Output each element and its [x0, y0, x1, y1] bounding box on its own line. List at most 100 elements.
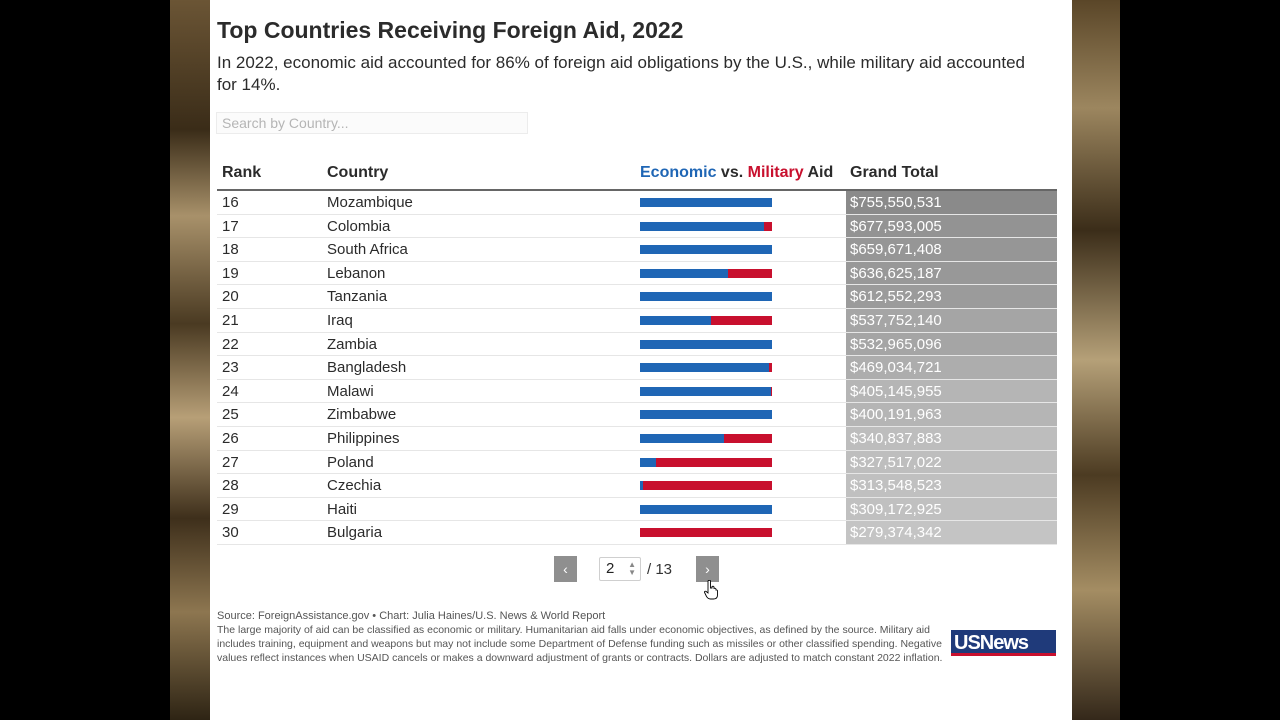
chevron-left-icon: ‹ — [563, 561, 568, 577]
row-grand-total: $469,034,721 — [846, 356, 1057, 379]
next-page-button[interactable]: › — [696, 556, 719, 582]
row-grand-total: $532,965,096 — [846, 332, 1057, 356]
row-grand-total: $755,550,531 — [846, 191, 1057, 214]
row-country: Bangladesh — [327, 359, 407, 377]
row-country: Colombia — [327, 217, 391, 235]
row-grand-total: $313,548,523 — [846, 474, 1057, 497]
economic-aid-fill — [640, 363, 770, 373]
row-rank: 20 — [222, 288, 239, 306]
economic-aid-fill — [640, 198, 772, 207]
aid-split-bar — [640, 315, 772, 325]
row-country: Haiti — [327, 500, 358, 518]
header-aid-label: Aid — [803, 164, 834, 181]
economic-aid-fill — [640, 268, 729, 278]
row-grand-total: $340,837,883 — [846, 426, 1057, 450]
row-country: Bulgaria — [327, 524, 383, 542]
row-rank: 29 — [222, 500, 239, 518]
row-rank: 18 — [222, 241, 239, 259]
chart-panel: Top Countries Receiving Foreign Aid, 202… — [210, 0, 1072, 720]
row-grand-total: $309,172,925 — [846, 497, 1057, 521]
economic-aid-fill — [640, 292, 772, 302]
chevron-right-icon: › — [705, 561, 710, 577]
methodology-note: The large majority of aid can be classif… — [217, 624, 943, 664]
aid-split-bar — [640, 221, 772, 231]
economic-aid-fill — [640, 339, 772, 349]
background-money-left — [170, 0, 210, 720]
row-rank: 26 — [222, 429, 239, 447]
source-line: Source: ForeignAssistance.gov • Chart: J… — [217, 610, 606, 622]
row-rank: 25 — [222, 406, 239, 424]
economic-aid-fill — [640, 410, 772, 420]
row-rank: 27 — [222, 453, 239, 471]
row-rank: 24 — [222, 382, 239, 400]
table-row: 17 Colombia $677,593,005 — [217, 214, 1057, 239]
header-military-label: Military — [747, 164, 804, 181]
aid-split-bar — [640, 268, 772, 278]
table-row: 27 Poland $327,517,022 — [217, 450, 1057, 475]
row-country: South Africa — [327, 241, 408, 259]
table-row: 18 South Africa $659,671,408 — [217, 238, 1057, 262]
aid-split-bar — [640, 457, 772, 467]
footnote: Source: ForeignAssistance.gov • Chart: J… — [217, 609, 947, 665]
row-country: Philippines — [327, 429, 400, 447]
row-rank: 30 — [222, 524, 239, 542]
row-country: Lebanon — [327, 264, 386, 282]
row-grand-total: $405,145,955 — [846, 379, 1057, 403]
page-title: Top Countries Receiving Foreign Aid, 202… — [217, 17, 684, 43]
subtitle: In 2022, economic aid accounted for 86% … — [217, 53, 1025, 94]
row-grand-total: $279,374,342 — [846, 521, 1057, 544]
row-country: Mozambique — [327, 194, 413, 211]
row-grand-total: $659,671,408 — [846, 238, 1057, 261]
economic-aid-fill — [640, 386, 771, 396]
row-grand-total: $400,191,963 — [846, 403, 1057, 426]
table-row: 20 Tanzania $612,552,293 — [217, 285, 1057, 309]
row-country: Czechia — [327, 477, 382, 495]
page-number-input[interactable]: 2 ▲ ▼ — [599, 557, 641, 581]
economic-aid-fill — [640, 315, 712, 325]
column-header-rank[interactable]: Rank — [222, 164, 262, 181]
header-divider — [217, 189, 1057, 191]
page-number-value: 2 — [606, 560, 615, 577]
aid-split-bar — [640, 339, 772, 349]
row-grand-total: $677,593,005 — [846, 214, 1057, 238]
background-money-right — [1072, 0, 1120, 720]
economic-aid-fill — [640, 481, 643, 491]
row-rank: 23 — [222, 359, 239, 377]
aid-split-bar — [640, 433, 772, 443]
economic-aid-fill — [640, 433, 725, 443]
table-row: 21 Iraq $537,752,140 — [217, 308, 1057, 333]
table-row: 29 Haiti $309,172,925 — [217, 497, 1057, 522]
aid-split-bar — [640, 292, 772, 302]
table-row: 23 Bangladesh $469,034,721 — [217, 356, 1057, 380]
table-row: 25 Zimbabwe $400,191,963 — [217, 403, 1057, 427]
economic-aid-fill — [640, 221, 765, 231]
column-header-grand-total[interactable]: Grand Total — [850, 164, 939, 181]
economic-aid-fill — [640, 504, 772, 514]
aid-split-bar — [640, 386, 772, 396]
hand-cursor-icon — [704, 580, 718, 600]
previous-page-button[interactable]: ‹ — [554, 556, 577, 582]
aid-split-bar — [640, 198, 772, 207]
column-header-aid[interactable]: Economic vs. Military Aid — [640, 164, 833, 182]
spinner-arrows-icon[interactable]: ▲ ▼ — [628, 560, 636, 577]
search-input[interactable] — [216, 112, 528, 134]
row-grand-total: $537,752,140 — [846, 308, 1057, 332]
table-row: 26 Philippines $340,837,883 — [217, 426, 1057, 451]
economic-aid-fill — [640, 245, 772, 255]
column-header-country[interactable]: Country — [327, 164, 389, 181]
header-economic-label: Economic — [640, 164, 717, 181]
row-country: Zambia — [327, 335, 378, 353]
row-country: Iraq — [327, 311, 353, 329]
row-rank: 17 — [222, 217, 239, 235]
row-grand-total: $327,517,022 — [846, 450, 1057, 474]
table-row: 30 Bulgaria $279,374,342 — [217, 521, 1057, 545]
row-rank: 16 — [222, 194, 239, 211]
aid-split-bar — [640, 410, 772, 420]
row-country: Zimbabwe — [327, 406, 397, 424]
row-grand-total: $636,625,187 — [846, 261, 1057, 285]
table-row: 16 Mozambique $755,550,531 — [217, 191, 1057, 215]
aid-split-bar — [640, 245, 772, 255]
row-rank: 21 — [222, 311, 239, 329]
table-row: 28 Czechia $313,548,523 — [217, 474, 1057, 498]
table-row: 19 Lebanon $636,625,187 — [217, 261, 1057, 286]
